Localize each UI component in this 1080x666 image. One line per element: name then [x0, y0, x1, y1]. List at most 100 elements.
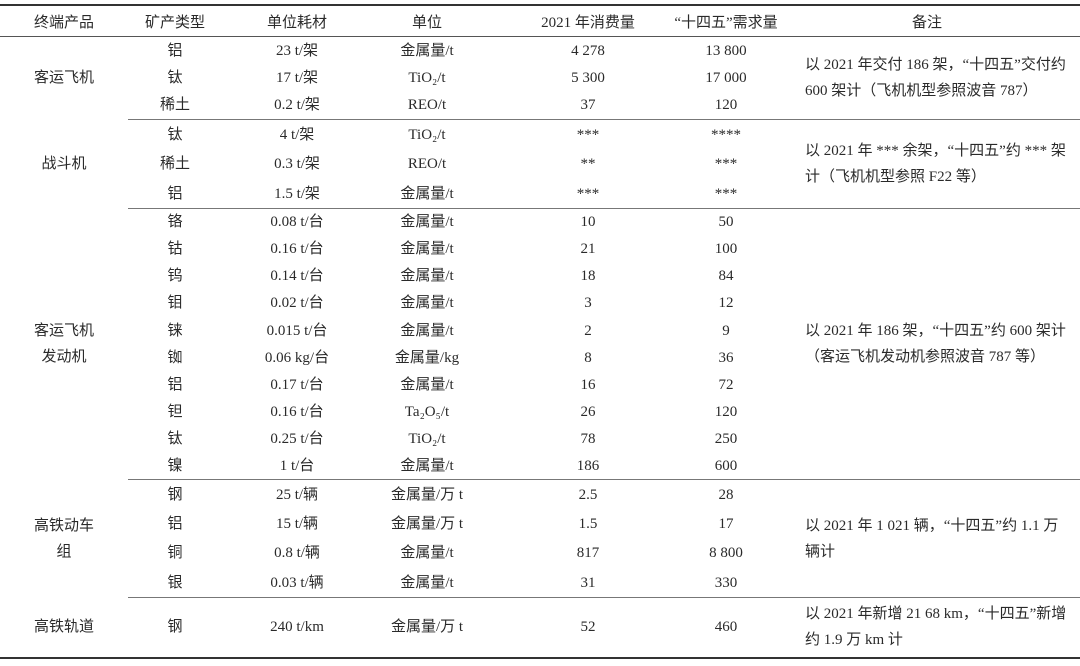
header-fyp: “十四五”需求量 — [652, 5, 800, 37]
table-row: 铝 0.17 t/台 金属量/t 16 72 — [0, 371, 1080, 398]
consumption-2021-cell: 186 — [482, 452, 652, 481]
consumption-cell: 0.02 t/台 — [270, 295, 324, 312]
consumption-2021-cell: 2.5 — [578, 486, 598, 503]
product-cell: 高铁动车组 — [33, 517, 94, 560]
mineral-cell: 铝 — [167, 376, 183, 393]
table-row: 铼 0.015 t/台 金属量/t 2 9 — [0, 317, 1080, 344]
demand-fyp-cell: 330 — [652, 568, 800, 599]
unit-cell: REO/t — [372, 91, 482, 121]
mineral-cell: 钛 — [167, 126, 183, 143]
demand-fyp-cell: 120 — [714, 403, 738, 420]
demand-fyp-cell: *** — [714, 156, 738, 173]
consumption-cell: 0.015 t/台 — [266, 322, 328, 339]
mineral-cell: 铝 — [167, 515, 183, 532]
mineral-cell: 钼 — [167, 295, 183, 312]
consumption-cell: 1.5 t/架 — [222, 178, 372, 210]
consumption-cell: 4 t/架 — [279, 126, 315, 143]
demand-fyp-cell: 17 000 — [705, 70, 747, 87]
consumption-2021-cell: 2 — [584, 322, 592, 339]
demand-fyp-cell: 36 — [718, 349, 734, 366]
mineral-cell: 铼 — [167, 322, 183, 339]
consumption-cell: 0.8 t/辆 — [274, 545, 320, 562]
mineral-cell: 铝 — [167, 42, 183, 59]
remark-cell: 以 2021 年交付 186 架，“十四五”交付约 600 架计（飞机机型参照波… — [800, 36, 1080, 121]
demand-fyp-cell: 9 — [722, 322, 730, 339]
mineral-demand-table: 终端产品 矿产类型 单位耗材 单位 2021 年消费量 “十四五”需求量 备注 … — [0, 4, 1080, 659]
mineral-cell: 稀土 — [128, 91, 222, 121]
consumption-cell: 0.25 t/台 — [270, 430, 324, 447]
unit-cell: 金属量/t — [400, 376, 454, 393]
mineral-cell: 钨 — [167, 268, 183, 285]
table-row: 钛 17 t/架 TiO₂/t 5 300 17 000 — [0, 64, 1080, 92]
demand-fyp-cell: 600 — [652, 452, 800, 481]
product-cell: 客运飞机 — [33, 70, 94, 87]
table-row: 铷 0.06 kg/台 金属量/kg 8 36 — [0, 344, 1080, 371]
header-remark: 备注 — [800, 5, 1080, 37]
table-row: 钴 0.16 t/台 金属量/t 21 100 — [0, 236, 1080, 263]
table-row: 稀土 0.2 t/架 REO/t 37 120 — [0, 91, 1080, 121]
group-3: 客运飞机发动机铬 0.08 t/台 金属量/t 10 50 以 2021 年 186 架，… — [0, 208, 1080, 481]
mineral-cell: 钴 — [167, 241, 183, 258]
mineral-cell: 钛 — [167, 430, 183, 447]
unit-cell: TiO₂/t — [408, 430, 446, 447]
demand-fyp-cell: 8 800 — [709, 545, 743, 562]
consumption-cell: 0.17 t/台 — [270, 376, 324, 393]
unit-cell: TiO₂/t — [408, 70, 446, 87]
product-cell: 高铁轨道 — [33, 619, 94, 636]
consumption-2021-cell: 1.5 — [578, 515, 598, 532]
mineral-cell: 铷 — [167, 349, 183, 366]
mineral-cell: 钢 — [167, 619, 183, 636]
table-row: 战斗机钛 4 t/架 TiO₂/t *** **** 以 2021 年 *** 余架，“十… — [0, 119, 1080, 210]
group-2: 战斗机钛 4 t/架 TiO₂/t *** **** 以 2021 年 *** 余架，“十… — [0, 119, 1080, 210]
table-row: 铝 1.5 t/架 金属量/t *** *** — [0, 178, 1080, 210]
table-row: 钛 0.25 t/台 TiO₂/t 78 250 — [0, 425, 1080, 452]
demand-fyp-cell: 100 — [714, 241, 738, 258]
demand-fyp-cell: *** — [652, 178, 800, 210]
consumption-2021-cell: 8 — [584, 349, 592, 366]
remark-cell: 以 2021 年 186 架，“十四五”约 600 架计（客运飞机发动机参照波音… — [800, 208, 1080, 481]
unit-cell: Ta₂O₅/t — [404, 403, 450, 420]
header-unit: 单位 — [372, 5, 482, 37]
demand-fyp-cell: 120 — [652, 91, 800, 121]
mineral-cell: 银 — [128, 568, 222, 599]
unit-cell: 金属量/万 t — [390, 619, 464, 636]
product-cell: 战斗机 — [41, 156, 87, 173]
header-mineral: 矿产类型 — [128, 5, 222, 37]
remark-cell: 以 2021 年新增 21 68 km，“十四五”新增约 1.9 万 km 计 — [805, 606, 1067, 649]
header-2021: 2021 年消费量 — [482, 5, 652, 37]
demand-fyp-cell: 50 — [718, 214, 734, 231]
consumption-cell: 0.3 t/架 — [274, 156, 320, 173]
unit-cell: 金属量/t — [400, 545, 454, 562]
demand-fyp-cell: 17 — [718, 515, 734, 532]
header-consumption: 单位耗材 — [222, 5, 372, 37]
unit-cell: 金属量/万 t — [390, 515, 464, 532]
consumption-2021-cell: 817 — [576, 545, 600, 562]
consumption-2021-cell: *** — [482, 178, 652, 210]
mineral-cell: 钢 — [167, 486, 183, 503]
mineral-cell: 镍 — [128, 452, 222, 481]
consumption-cell: 23 t/架 — [275, 42, 319, 59]
mineral-cell: 铝 — [128, 178, 222, 210]
header-row: 终端产品 矿产类型 单位耗材 单位 2021 年消费量 “十四五”需求量 备注 — [0, 5, 1080, 37]
consumption-2021-cell: 31 — [482, 568, 652, 599]
demand-fyp-cell: **** — [711, 126, 741, 143]
unit-cell: 金属量/t — [372, 452, 482, 481]
consumption-cell: 15 t/辆 — [275, 515, 319, 532]
consumption-cell: 1 t/台 — [222, 452, 372, 481]
unit-cell: 金属量/t — [400, 241, 454, 258]
mineral-cell: 稀土 — [159, 156, 190, 173]
unit-cell: 金属量/t — [400, 268, 454, 285]
unit-cell: REO/t — [407, 156, 447, 173]
unit-cell: 金属量/t — [372, 568, 482, 599]
unit-cell: 金属量/t — [372, 178, 482, 210]
consumption-2021-cell: *** — [576, 126, 600, 143]
consumption-cell: 0.16 t/台 — [270, 403, 324, 420]
consumption-2021-cell: 37 — [482, 91, 652, 121]
unit-cell: 金属量/t — [400, 42, 454, 59]
demand-fyp-cell: 12 — [718, 295, 734, 312]
unit-cell: TiO₂/t — [408, 126, 446, 143]
consumption-2021-cell: 16 — [580, 376, 596, 393]
consumption-cell: 240 t/km — [270, 619, 324, 636]
table-row: 钽 0.16 t/台 Ta₂O₅/t 26 120 — [0, 398, 1080, 425]
